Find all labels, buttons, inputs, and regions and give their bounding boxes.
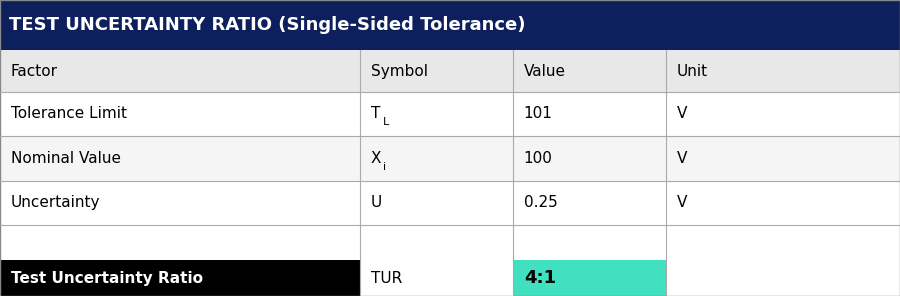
Text: 4:1: 4:1	[524, 269, 556, 287]
Text: U: U	[371, 195, 382, 210]
FancyBboxPatch shape	[0, 136, 900, 181]
Text: TUR: TUR	[371, 271, 402, 286]
Text: V: V	[677, 195, 688, 210]
FancyBboxPatch shape	[0, 92, 900, 136]
Text: i: i	[382, 162, 385, 172]
FancyBboxPatch shape	[513, 260, 666, 296]
FancyBboxPatch shape	[0, 181, 900, 225]
Text: Test Uncertainty Ratio: Test Uncertainty Ratio	[11, 271, 202, 286]
FancyBboxPatch shape	[0, 260, 360, 296]
Text: 101: 101	[524, 107, 553, 121]
Text: Unit: Unit	[677, 64, 708, 78]
FancyBboxPatch shape	[0, 0, 900, 50]
Text: V: V	[677, 107, 688, 121]
FancyBboxPatch shape	[0, 225, 900, 260]
Text: Value: Value	[524, 64, 566, 78]
Text: Factor: Factor	[11, 64, 58, 78]
Text: 100: 100	[524, 151, 553, 166]
Text: T: T	[371, 107, 380, 121]
FancyBboxPatch shape	[0, 50, 900, 92]
Text: Nominal Value: Nominal Value	[11, 151, 121, 166]
FancyBboxPatch shape	[666, 260, 900, 296]
Text: TEST UNCERTAINTY RATIO (Single-Sided Tolerance): TEST UNCERTAINTY RATIO (Single-Sided Tol…	[9, 16, 526, 34]
Text: L: L	[382, 117, 389, 127]
Text: Uncertainty: Uncertainty	[11, 195, 100, 210]
Text: Symbol: Symbol	[371, 64, 427, 78]
FancyBboxPatch shape	[360, 260, 513, 296]
Text: X: X	[371, 151, 382, 166]
Text: Tolerance Limit: Tolerance Limit	[11, 107, 127, 121]
Text: V: V	[677, 151, 688, 166]
Text: 0.25: 0.25	[524, 195, 557, 210]
